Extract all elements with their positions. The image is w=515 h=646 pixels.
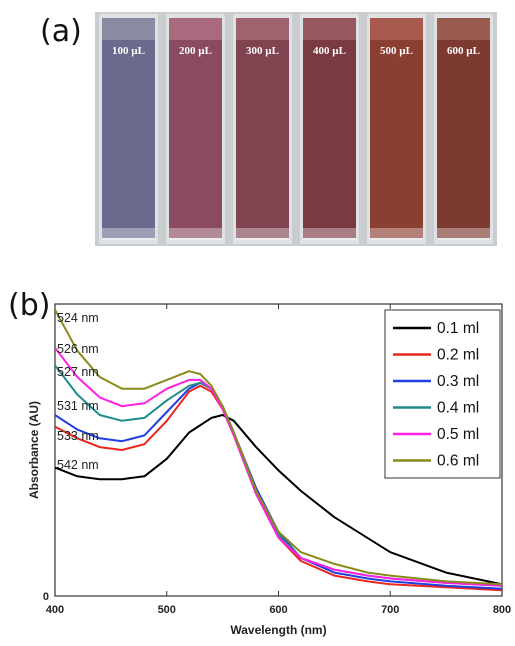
- cuvette-top: [102, 18, 155, 40]
- legend-entry: 0.4 ml: [437, 400, 479, 417]
- absorbance-chart: 400 500 600 700 800 0 Wavelength (nm) Absorbanc…: [27, 303, 511, 637]
- series-line-0: [55, 414, 502, 586]
- peak-label: 524 nm: [57, 311, 99, 325]
- cuvette-solution: [437, 40, 490, 238]
- series-line-5: [55, 309, 502, 586]
- cuvette-base-highlight: [169, 228, 222, 240]
- x-tick-label: 600: [269, 604, 287, 616]
- cuvette-top: [303, 18, 356, 40]
- panel-a-label: (a): [40, 14, 82, 49]
- photo-background: [95, 12, 497, 246]
- cuvette-volume-label: 100 µL: [112, 45, 145, 57]
- cuvette-top: [437, 18, 490, 40]
- legend-entry: 0.2 ml: [437, 347, 479, 364]
- cuvette-solution: [102, 40, 155, 238]
- x-tick-label: 400: [46, 604, 64, 616]
- peak-label: 527 nm: [57, 365, 99, 379]
- legend-entry: 0.3 ml: [437, 373, 479, 390]
- cuvette-base-highlight: [370, 228, 423, 240]
- cuvette-top: [169, 18, 222, 40]
- cuvette-base-highlight: [102, 228, 155, 240]
- cuvette: 200 µL: [166, 14, 225, 244]
- panel-b-label: (b): [8, 288, 51, 323]
- series-line-4: [55, 347, 502, 587]
- y-tick-label: 0: [43, 591, 49, 603]
- cuvette-base-highlight: [236, 228, 289, 240]
- cuvette-volume-label: 500 µL: [380, 45, 413, 57]
- legend-entry: 0.6 ml: [437, 453, 479, 470]
- cuvette-top: [236, 18, 289, 40]
- legend-entry: 0.5 ml: [437, 426, 479, 443]
- peak-label: 531 nm: [57, 399, 99, 413]
- cuvette-volume-label: 600 µL: [447, 45, 480, 57]
- y-axis-title: Absorbance (AU): [27, 401, 41, 499]
- cuvette-top: [370, 18, 423, 40]
- cuvette-solution: [169, 40, 222, 238]
- cuvette-volume-label: 300 µL: [246, 45, 279, 57]
- peak-label: 533 nm: [57, 429, 99, 443]
- cuvette-solution: [370, 40, 423, 238]
- cuvette: 100 µL: [99, 14, 158, 244]
- cuvette-base-highlight: [303, 228, 356, 240]
- cuvette-volume-label: 200 µL: [179, 45, 212, 57]
- legend-box: [384, 309, 501, 479]
- cuvette-volume-label: 400 µL: [313, 45, 346, 57]
- cuvette-base-highlight: [437, 228, 490, 240]
- cuvette-solution: [236, 40, 289, 238]
- cuvette: 600 µL: [434, 14, 493, 244]
- cuvette-photo: 100 µL 200 µL 300 µL 400 µL 500 µL 600 µL: [95, 12, 497, 246]
- x-tick-label: 800: [493, 604, 511, 616]
- cuvette-solution: [303, 40, 356, 238]
- x-tick-label: 700: [381, 604, 399, 616]
- cuvette: 400 µL: [300, 14, 359, 244]
- cuvette: 500 µL: [367, 14, 426, 244]
- peak-label: 542 nm: [57, 458, 99, 472]
- cuvette: 300 µL: [233, 14, 292, 244]
- peak-label: 526 nm: [57, 342, 99, 356]
- x-axis-title: Wavelength (nm): [230, 623, 326, 637]
- x-tick-label: 500: [158, 604, 176, 616]
- legend-entry: 0.1 ml: [437, 320, 479, 337]
